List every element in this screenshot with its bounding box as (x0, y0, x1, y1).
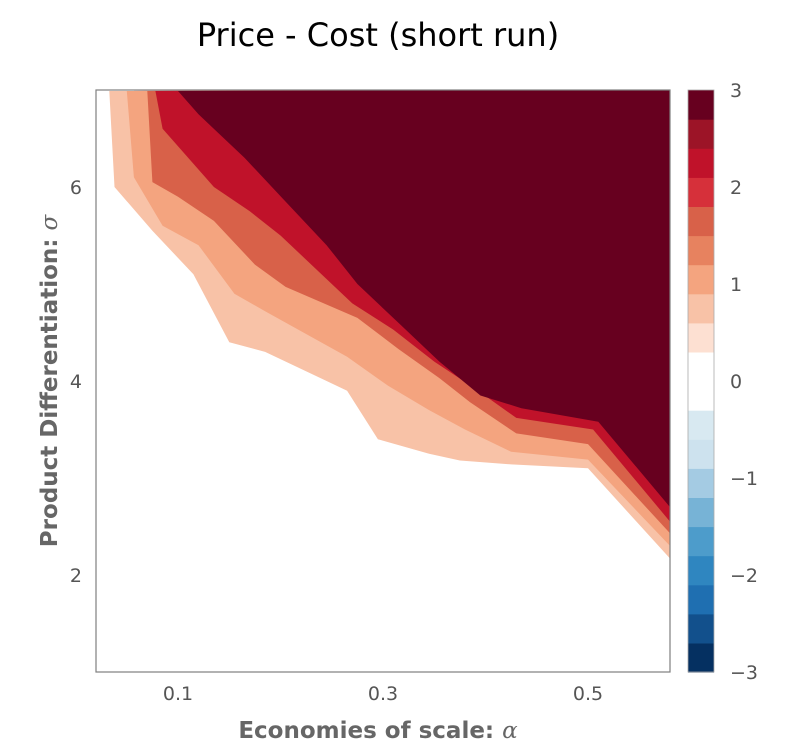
colorbar-segment (688, 206, 714, 237)
colorbar-tick-label: −2 (730, 565, 758, 587)
colorbar-segment (688, 119, 714, 149)
colorbar-segment (688, 613, 714, 644)
colorbar-segment (688, 264, 714, 295)
y-axis-label-text: Product Differentiation: (37, 239, 63, 548)
colorbar-segment (688, 177, 714, 207)
colorbar-segment (688, 526, 714, 557)
y-axis-ticks: 2 4 6 (70, 177, 82, 587)
colorbar-frame (687, 89, 715, 673)
colorbar-segment (688, 497, 714, 528)
plot-frame (95, 89, 671, 673)
y-axis-label: Product Differentiation: σ (37, 214, 63, 548)
colorbar-segment (688, 468, 714, 498)
colorbar (687, 89, 715, 673)
colorbar-tick-label: 0 (730, 371, 742, 393)
y-axis-symbol: σ (37, 214, 63, 231)
colorbar-tick-label: −1 (730, 468, 758, 490)
y-tick-label: 2 (70, 565, 82, 587)
colorbar-segment (688, 642, 714, 673)
colorbar-tick-label: −3 (730, 662, 758, 684)
colorbar-segment (688, 235, 714, 266)
chart-title: Price - Cost (short run) (197, 16, 559, 54)
colorbar-segment (688, 293, 714, 324)
x-axis-label: Economies of scale: α (238, 718, 518, 744)
colorbar-segment (688, 381, 714, 411)
colorbar-segment (688, 90, 714, 120)
colorbar-segment (688, 584, 714, 615)
contour-band (96, 90, 670, 508)
colorbar-tick-label: 3 (730, 80, 742, 102)
x-axis-label-text: Economies of scale: (238, 718, 494, 744)
contour-bands (96, 90, 670, 559)
colorbar-segment (688, 148, 714, 178)
colorbar-segment (688, 439, 714, 469)
x-axis-ticks: 0.1 0.3 0.5 (163, 683, 603, 705)
colorbar-segment (688, 322, 714, 353)
y-tick-label: 4 (70, 371, 82, 393)
colorbar-tick-label: 1 (730, 274, 742, 296)
x-tick-label: 0.3 (368, 683, 398, 705)
colorbar-segment (688, 351, 714, 382)
x-tick-label: 0.5 (573, 683, 603, 705)
x-tick-label: 0.1 (163, 683, 193, 705)
colorbar-tick-label: 2 (730, 177, 742, 199)
x-axis-symbol: α (502, 718, 518, 744)
colorbar-ticks: −3 −2 −1 0 1 2 3 (730, 80, 758, 684)
colorbar-segment (688, 555, 714, 586)
plot-area (95, 89, 671, 673)
y-tick-label: 6 (70, 177, 82, 199)
colorbar-segment (688, 410, 714, 440)
